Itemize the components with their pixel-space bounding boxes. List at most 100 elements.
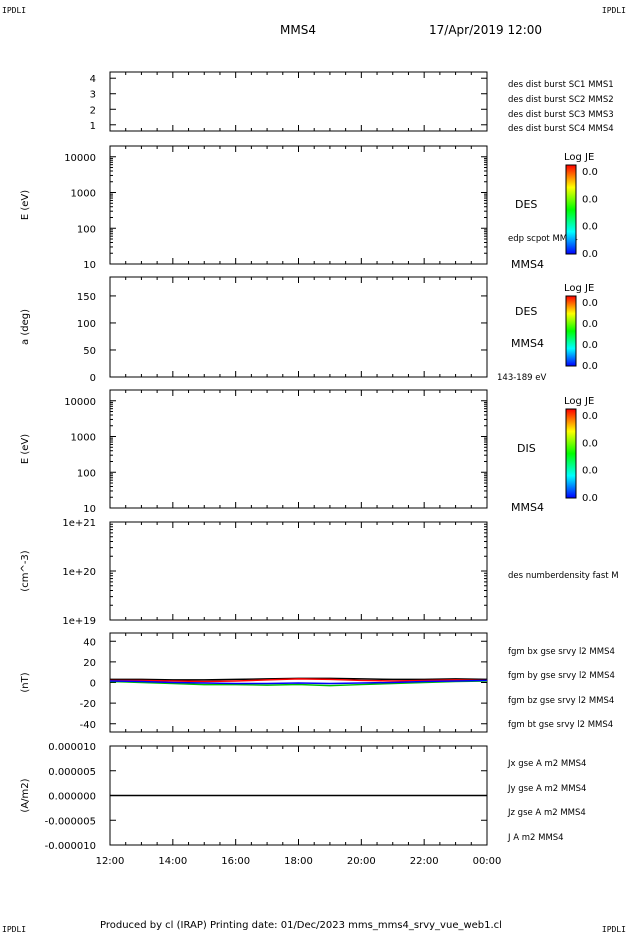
series-label: des dist burst SC2 MMS2 (508, 95, 614, 105)
series-label: edp scpot MMS4 (508, 234, 578, 244)
corner-label-top-right: IPDLI (602, 6, 626, 15)
y-tick-label: -20 (80, 699, 96, 710)
y-tick-label: 0 (90, 679, 96, 690)
colorbar-tick-label: 0.0 (582, 361, 598, 372)
panel-frame (109, 521, 488, 621)
header-spacecraft: MMS4 (280, 23, 316, 37)
series-label: des dist burst SC4 MMS4 (508, 124, 614, 134)
y-tick-label: 0.000005 (48, 767, 96, 778)
y-tick-label: 1e+20 (62, 567, 96, 578)
x-tick-label: 18:00 (284, 856, 313, 867)
y-tick-label: 4 (90, 74, 96, 85)
y-tick-label: 0 (90, 373, 96, 384)
colorbar-tick-label: 0.0 (582, 298, 598, 309)
y-tick-label: 3 (90, 90, 96, 101)
x-tick-label: 00:00 (473, 856, 502, 867)
series-label: DIS (517, 442, 536, 455)
y-tick-label: 100 (77, 319, 96, 330)
y-tick-label: 1e+21 (62, 518, 96, 529)
y-tick-label: 10000 (64, 397, 96, 408)
corner-label-bottom-right: IPDLI (602, 925, 626, 934)
colorbar-title: Log JE (564, 152, 594, 163)
colorbar-tick-label: 0.0 (582, 411, 598, 422)
y-tick-label: 20 (83, 658, 96, 669)
y-tick-label: 100 (77, 224, 96, 235)
plot-panels: 1 2 3 4 des dist burst SC1 MMS1 des dist burs… (20, 71, 619, 867)
y-tick-label: 1000 (71, 433, 96, 444)
panel-p1: 1 2 3 4 des dist burst SC1 MMS1 des dist burs… (90, 71, 614, 134)
colorbar (565, 295, 577, 367)
panel-frame (109, 145, 488, 265)
series-label: fgm bt gse srvy l2 MMS4 (508, 720, 613, 730)
series-label: Jz gse A m2 MMS4 (507, 808, 586, 818)
series-label: J A m2 MMS4 (507, 833, 564, 843)
panel-p4: 10 100 1000 10000 E (eV) DIS MMS4 Log JE 0.0 0.0 0… (20, 389, 598, 515)
colorbar-tick-label: 0.0 (582, 438, 598, 449)
panel-p6: -40 -20 0 20 40 (nT) fgm bx gse srvy l2 MMS4 fg… (20, 632, 615, 733)
series-label: MMS4 (511, 258, 544, 271)
series-label: MMS4 (511, 337, 544, 350)
series-label: fgm bx gse srvy l2 MMS4 (508, 647, 615, 657)
y-axis-label: (cm^-3) (20, 550, 31, 591)
x-tick-label: 16:00 (221, 856, 250, 867)
series-label: 143-189 eV (497, 373, 546, 383)
y-tick-label: 0.000010 (48, 742, 96, 753)
series-label: des dist burst SC1 MMS1 (508, 80, 614, 90)
y-tick-label: 50 (83, 346, 96, 357)
colorbar-tick-label: 0.0 (582, 249, 598, 260)
panel-p2: 10 100 1000 10000 E (eV) DES edp scpot MMS4 MMS… (20, 145, 598, 271)
panel-p7: -0.000010 -0.000005 0.000000 0.000005 0.0000… (20, 742, 586, 852)
x-tick-label: 12:00 (96, 856, 125, 867)
x-tick-label: 22:00 (410, 856, 439, 867)
panel-p5: 1e+19 1e+20 1e+21 (cm^-3) des numberdensity … (20, 518, 619, 627)
series-label: MMS4 (511, 501, 544, 514)
y-tick-label: 1e+19 (62, 616, 96, 627)
header-datetime: 17/Apr/2019 12:00 (429, 23, 542, 37)
colorbar-tick-label: 0.0 (582, 222, 598, 233)
y-tick-label: -0.000010 (45, 841, 96, 852)
y-tick-label: 2 (90, 105, 96, 116)
series-line (109, 680, 488, 687)
y-axis-label: E (eV) (20, 190, 31, 220)
y-tick-label: 0.000000 (48, 792, 96, 803)
corner-label-top-left: IPDLI (2, 6, 26, 15)
y-axis-label: (A/m2) (20, 778, 31, 812)
y-tick-label: -40 (80, 720, 96, 731)
series-label: DES (515, 305, 537, 318)
colorbar-tick-label: 0.0 (582, 466, 598, 477)
series-label: Jx gse A m2 MMS4 (507, 759, 586, 769)
colorbar-tick-label: 0.0 (582, 340, 598, 351)
y-tick-label: 10000 (64, 153, 96, 164)
y-tick-label: 10 (83, 260, 96, 271)
y-axis-label: (nT) (20, 672, 31, 692)
y-tick-label: 150 (77, 292, 96, 303)
y-tick-label: 40 (83, 637, 96, 648)
y-tick-label: 10 (83, 504, 96, 515)
y-tick-label: 1 (90, 121, 96, 132)
panel-frame (109, 71, 488, 132)
series-label: des dist burst SC3 MMS3 (508, 110, 614, 120)
y-axis-label: a (deg) (20, 309, 31, 345)
y-tick-label: 100 (77, 468, 96, 479)
y-tick-label: 1000 (71, 189, 96, 200)
corner-label-bottom-left: IPDLI (2, 925, 26, 934)
colorbar (565, 164, 577, 255)
y-tick-label: -0.000005 (45, 816, 96, 827)
series-label: fgm bz gse srvy l2 MMS4 (508, 696, 614, 706)
colorbar-tick-label: 0.0 (582, 167, 598, 178)
panel-frame (109, 389, 488, 509)
colorbar-tick-label: 0.0 (582, 194, 598, 205)
colorbar-tick-label: 0.0 (582, 319, 598, 330)
colorbar-title: Log JE (564, 283, 594, 294)
x-tick-label: 14:00 (158, 856, 187, 867)
series-label: Jy gse A m2 MMS4 (507, 784, 586, 794)
series-label: fgm by gse srvy l2 MMS4 (508, 671, 615, 681)
series-line (109, 679, 488, 685)
series-label: DES (515, 198, 537, 211)
panel-p3: 0 50 100 150 a (deg) DES MMS4 143-189 eV Log JE 0… (20, 276, 598, 384)
panel-frame (109, 276, 488, 378)
colorbar-title: Log JE (564, 396, 594, 407)
colorbar-tick-label: 0.0 (582, 493, 598, 504)
colorbar (565, 408, 577, 499)
